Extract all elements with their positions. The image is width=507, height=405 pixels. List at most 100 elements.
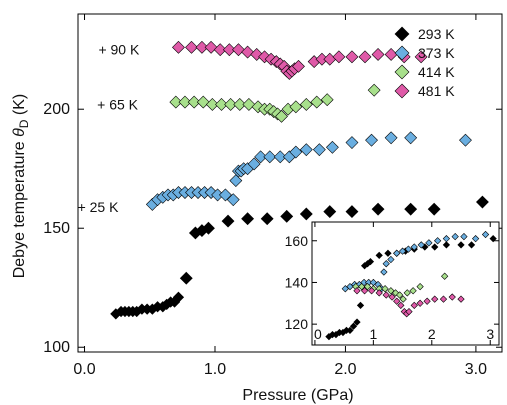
legend-marker [394,26,410,42]
y-axis-label-subscript: D [17,119,31,128]
data-point [229,174,243,188]
inset-data-point [442,235,451,243]
inset-data-point [382,260,390,268]
inset-data-point [363,283,372,291]
x-tick-label: 3.0 [465,361,487,378]
inset-data-point [397,301,405,310]
data-point [404,202,418,216]
inset-data-point [387,287,395,295]
inset-data-point [393,249,401,257]
inset-data-point [442,241,451,249]
inset-data-point [403,289,411,297]
data-point [323,205,337,218]
data-point [215,98,228,111]
inset-data-point [417,241,425,249]
offset-label: + 90 K [98,42,140,58]
inset-data-point [457,241,465,249]
inset-data-point [439,295,448,303]
inset-series-3-points [353,287,465,318]
data-point [224,98,238,111]
data-point [205,98,219,111]
data-point [414,50,428,64]
main-plot-frame: 0.0 1.0 2.0 3.0 100 150 200 [43,13,503,378]
data-point [221,214,235,228]
inset-data-point [441,272,449,280]
data-point [196,95,210,109]
data-point [187,95,201,109]
data-point [367,83,381,97]
legend-label: 481 K [418,83,455,99]
data-point [204,40,218,54]
inset-data-point [489,235,497,243]
inset-x-tick-label: 3 [486,326,494,342]
inset-data-point [358,283,366,291]
data-point [232,43,245,57]
y-tick-label: 150 [43,220,70,237]
inset-data-point [353,318,361,326]
inset-data-point [416,283,424,291]
data-point [299,207,313,221]
inset-data-point [448,293,456,301]
inset-data-point [375,289,383,297]
inset-data-point [393,297,401,305]
inset-data-point [399,295,407,303]
data-point [204,186,218,199]
data-point [218,188,232,202]
inset-y-tick-label: 120 [285,316,309,332]
data-point [365,133,378,147]
legend-marker [394,45,410,61]
data-point [195,40,209,54]
data-point [299,98,313,111]
y-axis-label-symbol: θ [11,128,28,137]
y-tick-label: 100 [43,339,70,356]
x-axis-label: Pressure (GPa) [242,387,353,404]
series-2-points [169,83,381,123]
data-point [280,209,294,223]
data-point [169,95,183,109]
data-point [292,59,305,73]
data-point [320,93,334,107]
inset-data-point [366,257,375,266]
data-point [226,193,240,207]
inset-data-point [387,255,395,264]
data-point [459,133,472,147]
data-point [345,136,359,149]
inset-data-point [481,230,490,239]
data-point [310,95,324,109]
legend-label: 293 K [418,26,455,42]
data-point [178,95,192,109]
main-plot-border [77,13,503,353]
legend: 293 K 373 K 414 K 481 K [394,26,455,99]
inset-data-point [346,326,354,335]
inset-data-point [382,291,390,299]
data-point [384,48,398,61]
legend-marker [394,64,410,80]
legend-label: 414 K [418,64,455,80]
offset-labels: + 90 K + 65 K + 25 K [78,42,140,215]
legend-label: 373 K [418,45,455,61]
main-data-points [110,40,489,320]
data-point [404,131,418,145]
offset-label: + 65 K [97,96,139,112]
inset-data-point [431,295,439,303]
data-point [241,212,255,226]
inset-data-point [409,287,417,295]
inset-data-point [404,245,413,253]
data-point [299,143,313,157]
x-tick-label: 2.0 [334,361,356,378]
series-1-points [145,131,472,211]
y-tick-label: 200 [43,101,70,118]
inset-y-tick-label: 160 [285,233,309,249]
inset-data-point [349,322,358,330]
y-axis-label-main: Debye temperature [11,137,28,278]
inset-data-point [388,293,396,301]
data-point [384,131,398,145]
data-point [325,140,339,154]
inset-data-point [398,247,407,255]
inset-x-tick-label: 0 [314,326,322,342]
legend-marker [394,83,410,99]
inset-data-point [431,243,439,251]
data-point [172,40,185,54]
data-point [172,291,185,303]
